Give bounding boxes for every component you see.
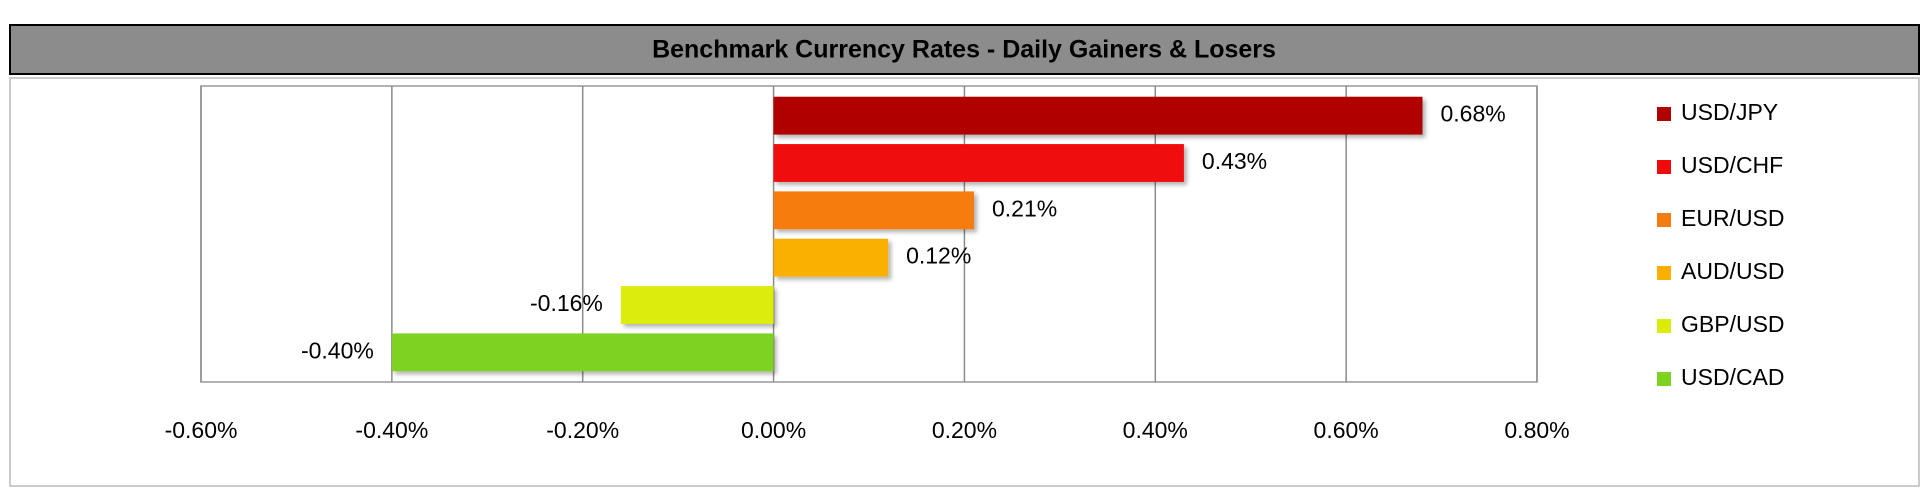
data-label: 0.12% xyxy=(906,243,971,269)
legend-swatch xyxy=(1657,372,1671,386)
x-tick-label: 0.40% xyxy=(1123,417,1188,443)
bar xyxy=(773,191,974,230)
legend-label: USD/CAD xyxy=(1681,364,1785,390)
bar xyxy=(773,144,1184,182)
data-label: 0.43% xyxy=(1202,148,1267,174)
legend-label: USD/JPY xyxy=(1681,99,1778,125)
legend-swatch xyxy=(1657,107,1671,121)
x-tick-label: -0.40% xyxy=(355,417,428,443)
bar xyxy=(391,333,774,372)
legend-swatch xyxy=(1657,160,1671,174)
legend-label: AUD/USD xyxy=(1681,258,1785,284)
legend-swatch xyxy=(1657,319,1671,333)
chart-title: Benchmark Currency Rates - Daily Gainers… xyxy=(652,36,1276,64)
bar xyxy=(773,238,889,277)
x-tick-label: -0.20% xyxy=(546,417,619,443)
data-label: 0.21% xyxy=(992,195,1057,221)
data-label: 0.68% xyxy=(1440,101,1505,127)
x-tick-label: 0.80% xyxy=(1504,417,1569,443)
bar xyxy=(620,286,774,324)
x-tick-label: 0.60% xyxy=(1314,417,1379,443)
title-bar xyxy=(9,24,1920,75)
x-tick-label: 0.20% xyxy=(932,417,997,443)
legend-label: EUR/USD xyxy=(1681,205,1785,231)
legend-swatch xyxy=(1657,266,1671,280)
legend-label: USD/CHF xyxy=(1681,152,1783,178)
data-label: -0.16% xyxy=(530,290,603,316)
legend-swatch xyxy=(1657,213,1671,227)
x-tick-label: -0.60% xyxy=(165,417,238,443)
x-tick-label: 0.00% xyxy=(741,417,806,443)
data-label: -0.40% xyxy=(301,337,374,363)
bar xyxy=(773,96,1423,135)
legend-label: GBP/USD xyxy=(1681,311,1785,337)
